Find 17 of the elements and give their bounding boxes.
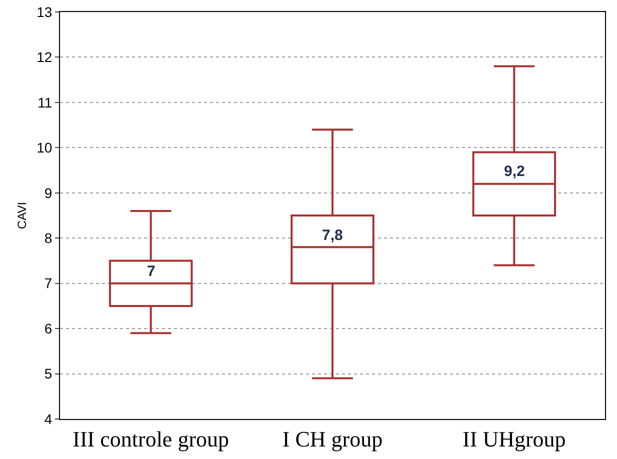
- x-tick-label: II UHgroup: [462, 426, 566, 452]
- annotation: 7,8: [322, 227, 343, 244]
- x-tick-label: III controle group: [72, 426, 230, 452]
- annotation: 7: [147, 263, 156, 280]
- y-tick-label: 8: [44, 230, 52, 246]
- y-tick-label: 6: [44, 320, 52, 336]
- y-tick-label: 13: [36, 4, 52, 20]
- annotation: 9,2: [504, 163, 525, 180]
- y-tick-label: 7: [44, 275, 52, 292]
- y-tick-label: 11: [38, 94, 52, 110]
- y-axis-title: CAVI: [15, 202, 29, 230]
- y-tick-label: 9: [44, 184, 52, 201]
- x-tick-label: I CH group: [282, 426, 383, 452]
- y-tick-label: 5: [44, 366, 52, 382]
- y-tick-label: 4: [44, 410, 52, 427]
- y-tick-label: 12: [36, 49, 52, 66]
- y-tick-label: 10: [36, 140, 52, 156]
